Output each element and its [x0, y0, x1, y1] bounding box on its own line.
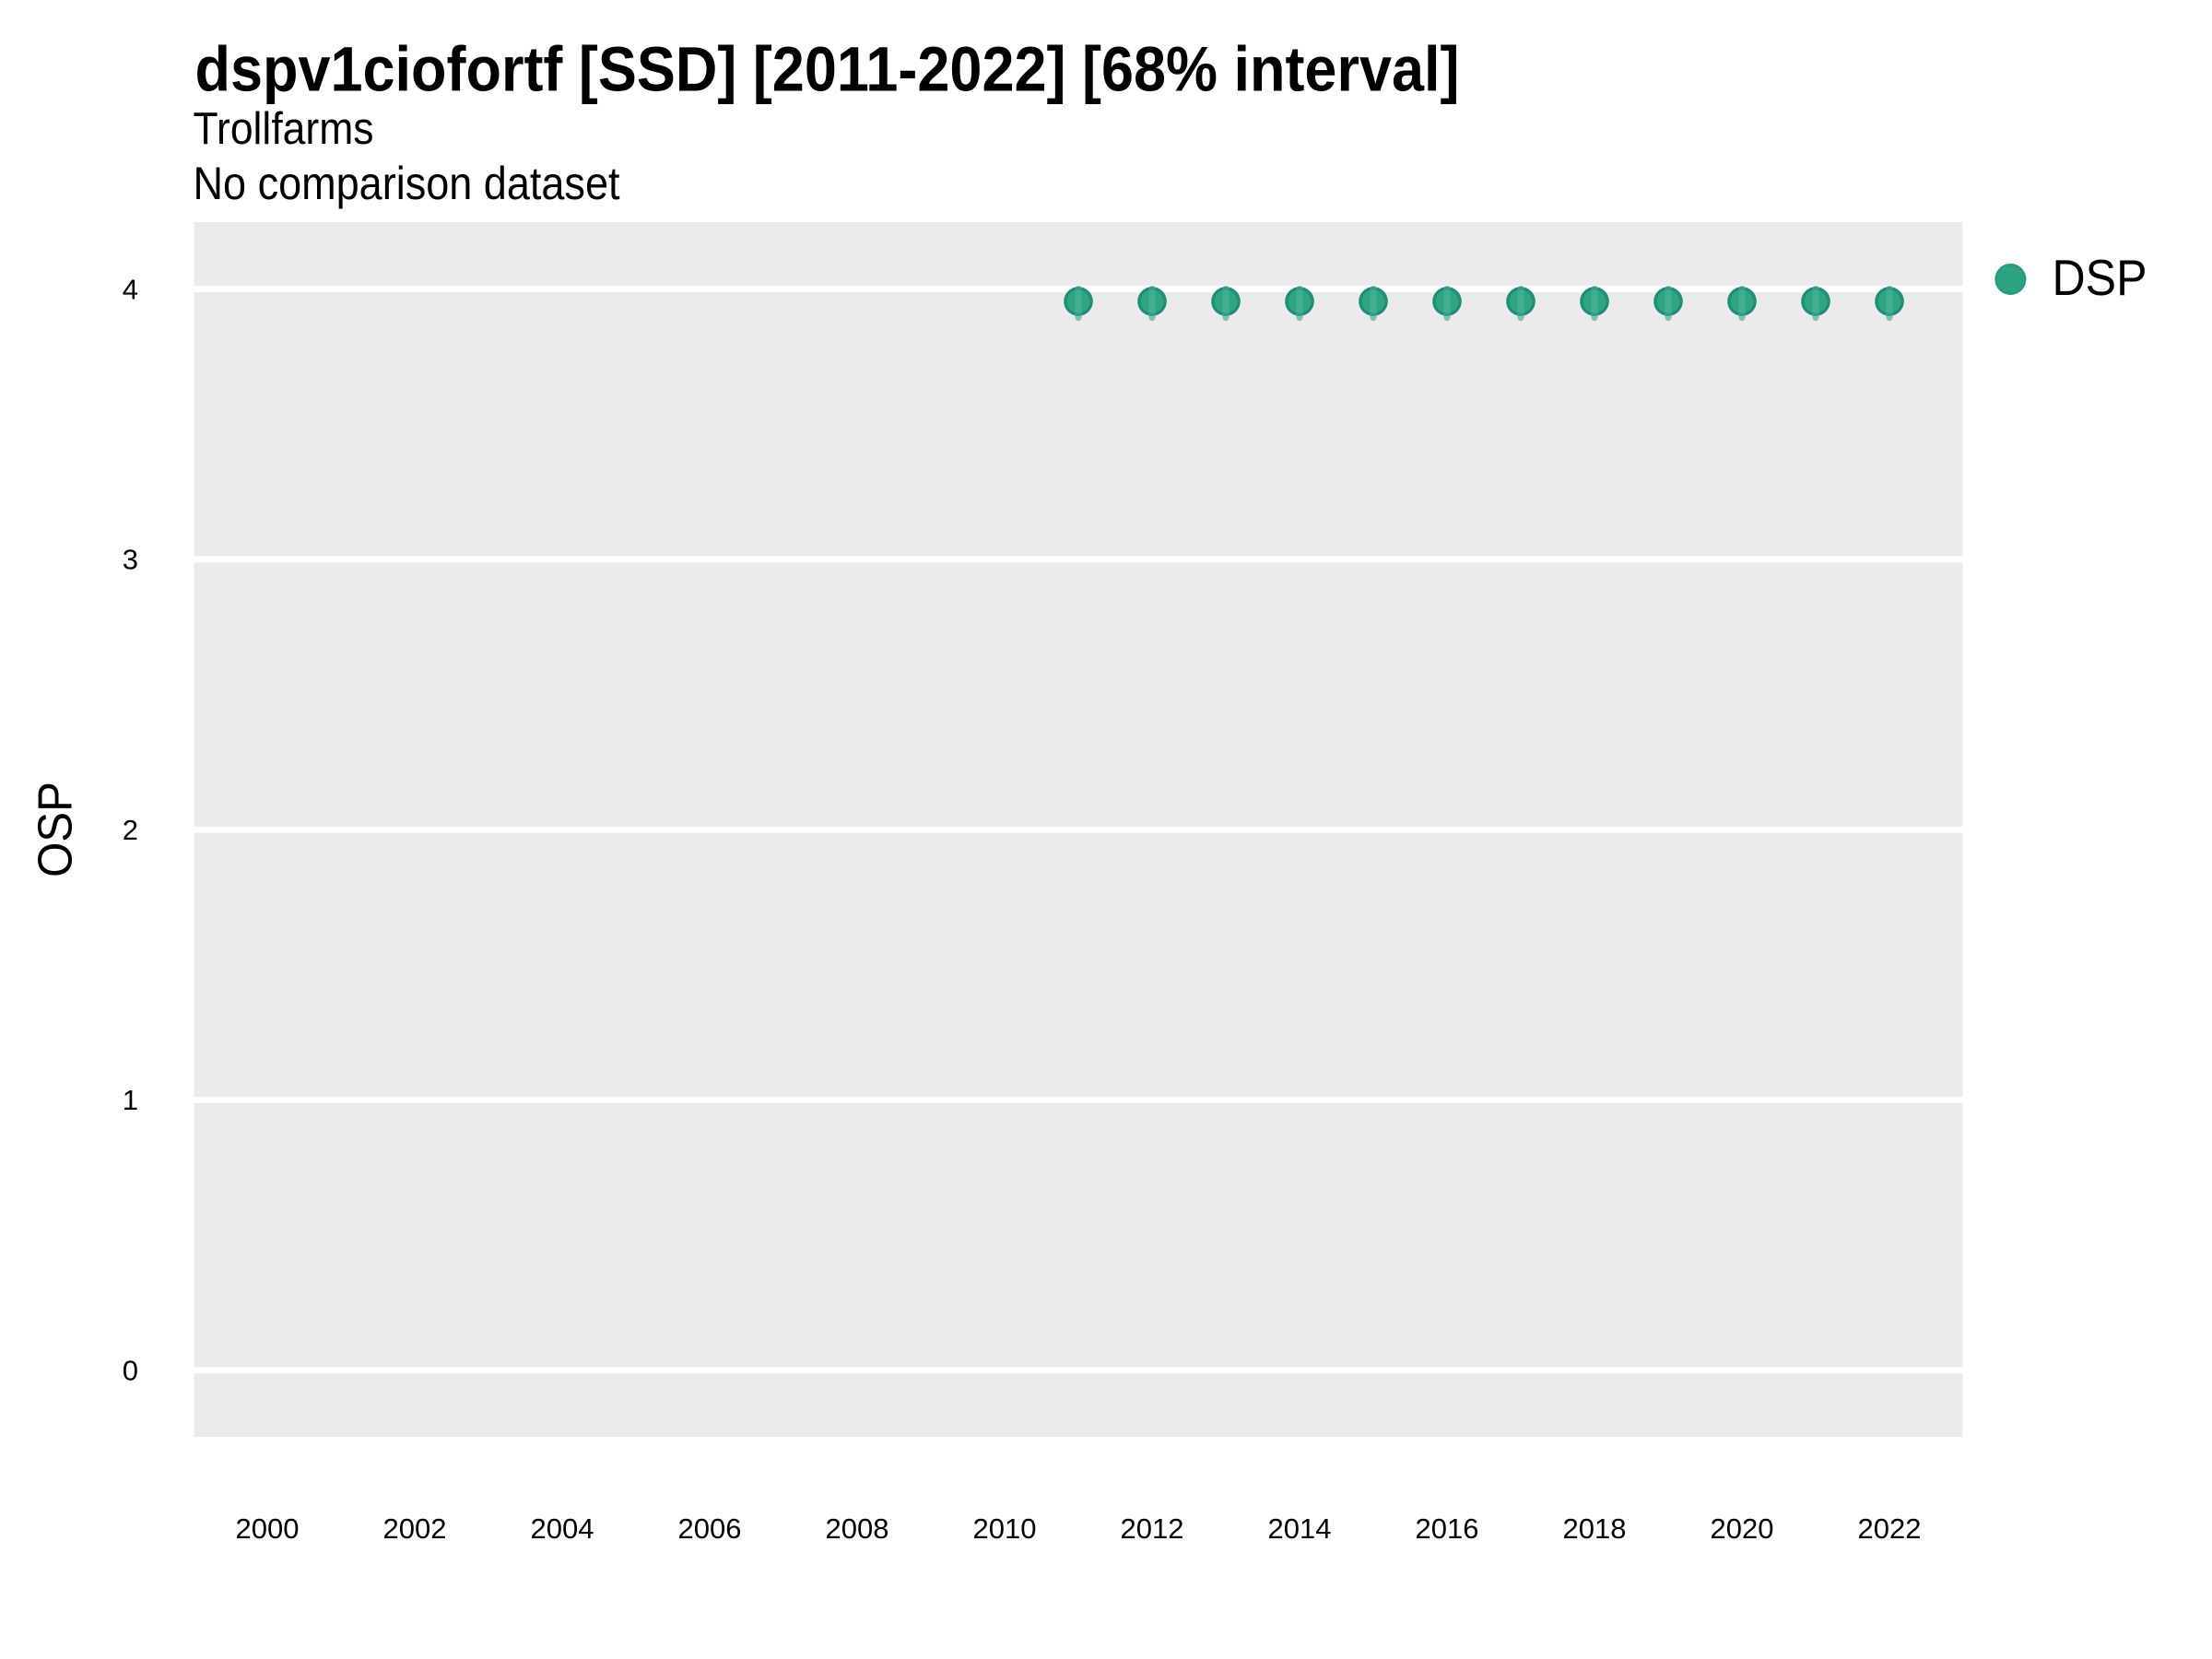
- svg-text:2002: 2002: [383, 1512, 447, 1545]
- svg-text:dspv1ciofortf [SSD] [2011-2022: dspv1ciofortf [SSD] [2011-2022] [68% int…: [195, 33, 1460, 104]
- svg-text:OSP: OSP: [29, 782, 82, 877]
- svg-text:2022: 2022: [1858, 1512, 1922, 1545]
- svg-text:2018: 2018: [1563, 1512, 1627, 1545]
- svg-text:0: 0: [123, 1355, 138, 1387]
- svg-text:2020: 2020: [1711, 1512, 1774, 1545]
- svg-text:2008: 2008: [826, 1512, 889, 1545]
- svg-text:2012: 2012: [1121, 1512, 1184, 1545]
- svg-text:No comparison dataset: No comparison dataset: [194, 158, 620, 209]
- svg-text:Trollfarms: Trollfarms: [194, 104, 374, 154]
- svg-text:2000: 2000: [236, 1512, 300, 1545]
- svg-text:4: 4: [123, 273, 138, 305]
- svg-text:2006: 2006: [678, 1512, 742, 1545]
- svg-text:2010: 2010: [973, 1512, 1037, 1545]
- svg-text:1: 1: [123, 1084, 138, 1116]
- svg-text:2: 2: [123, 814, 138, 846]
- svg-text:2014: 2014: [1268, 1512, 1332, 1545]
- svg-text:2016: 2016: [1416, 1512, 1479, 1545]
- svg-text:3: 3: [123, 544, 138, 576]
- svg-text:2004: 2004: [531, 1512, 594, 1545]
- svg-text:DSP: DSP: [2053, 249, 2147, 306]
